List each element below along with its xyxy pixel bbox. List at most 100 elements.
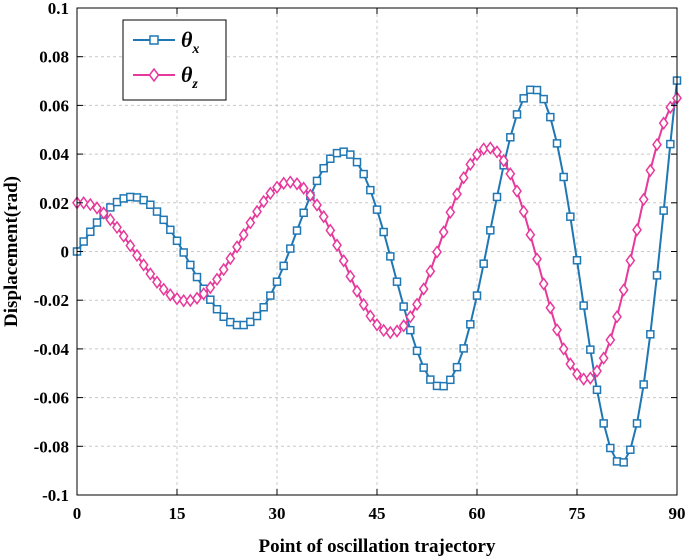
data-point — [658, 116, 669, 130]
data-point — [398, 318, 409, 333]
data-point — [285, 175, 296, 189]
data-point — [426, 375, 435, 384]
data-point — [545, 300, 556, 315]
data-point — [439, 381, 448, 391]
data-point — [318, 209, 329, 224]
data-point — [599, 419, 608, 428]
data-point — [412, 297, 422, 312]
data-point — [118, 229, 129, 243]
data-point — [198, 287, 209, 301]
data-point — [552, 323, 562, 337]
data-point — [179, 248, 188, 257]
data-point — [139, 195, 148, 205]
y-tick-label: 0.04 — [39, 145, 69, 164]
data-point — [532, 85, 542, 95]
x-tick-label: 75 — [569, 504, 586, 523]
data-point — [105, 212, 116, 227]
data-point — [352, 284, 362, 298]
data-point — [618, 283, 629, 297]
data-point — [445, 205, 456, 220]
series-layer — [72, 76, 682, 467]
data-point — [186, 260, 195, 270]
y-tick-label: 0.1 — [48, 0, 69, 18]
grid-lines — [76, 7, 678, 496]
data-point — [172, 236, 182, 246]
data-point — [585, 371, 596, 385]
data-point — [606, 443, 615, 453]
y-tick-label: -0.04 — [34, 340, 70, 359]
y-tick-label: 0.08 — [39, 48, 69, 67]
legend-item-x: θx — [133, 27, 199, 57]
data-point — [559, 172, 568, 182]
data-point — [146, 200, 155, 209]
data-point — [145, 267, 156, 281]
data-point — [652, 271, 662, 280]
data-point — [452, 187, 462, 201]
data-point — [519, 94, 528, 103]
data-point — [365, 309, 376, 323]
data-point — [326, 154, 335, 163]
data-point — [366, 185, 375, 195]
data-point — [338, 253, 349, 268]
data-point — [666, 139, 675, 149]
legend-label-sub: x — [191, 42, 199, 57]
data-point — [646, 330, 655, 339]
data-point — [572, 256, 582, 265]
data-point — [572, 367, 582, 381]
data-point — [459, 344, 468, 353]
data-point — [372, 205, 382, 214]
data-point — [158, 282, 169, 297]
data-point — [405, 309, 416, 324]
data-point — [625, 253, 636, 268]
data-point — [205, 280, 216, 295]
data-point — [532, 252, 542, 266]
data-point — [358, 297, 369, 312]
data-point — [325, 223, 336, 238]
x-tick-label: 0 — [73, 504, 82, 523]
data-point — [392, 277, 402, 286]
y-tick-label: -0.1 — [42, 486, 69, 505]
legend: θx θz — [122, 19, 227, 101]
data-point — [419, 363, 428, 372]
data-point — [579, 301, 588, 310]
data-point — [125, 238, 136, 253]
data-point — [632, 419, 642, 428]
legend-marker-diamond — [148, 67, 160, 83]
data-point — [172, 291, 182, 306]
data-point — [639, 380, 648, 389]
data-point — [538, 277, 549, 291]
data-point — [98, 206, 109, 220]
legend-label: θx — [181, 27, 199, 57]
data-point — [185, 293, 196, 308]
data-point — [492, 192, 502, 202]
data-point — [552, 139, 562, 148]
x-tick-label: 90 — [669, 504, 685, 523]
data-point — [299, 208, 308, 218]
data-point — [292, 177, 302, 191]
data-point — [346, 150, 355, 159]
legend-box — [122, 19, 227, 101]
legend-label-main: θ — [181, 27, 193, 52]
legend-marker-square — [149, 35, 159, 45]
y-axis-title: Displacement(rad) — [1, 176, 22, 327]
data-point — [566, 212, 575, 221]
data-point — [472, 291, 482, 300]
x-tick-label: 30 — [269, 504, 286, 523]
legend-label: θz — [181, 62, 198, 92]
data-point — [312, 198, 322, 212]
data-point — [252, 204, 262, 219]
data-point — [279, 261, 288, 271]
data-point — [265, 186, 276, 201]
data-point — [218, 262, 229, 277]
x-tick-label: 60 — [469, 504, 486, 523]
data-point — [452, 362, 462, 372]
data-point — [298, 181, 309, 195]
data-point — [438, 225, 449, 239]
data-point — [418, 282, 429, 296]
data-point — [86, 227, 95, 237]
data-point — [432, 245, 442, 259]
data-point — [152, 207, 162, 216]
data-point — [238, 227, 249, 242]
data-point — [465, 157, 476, 172]
